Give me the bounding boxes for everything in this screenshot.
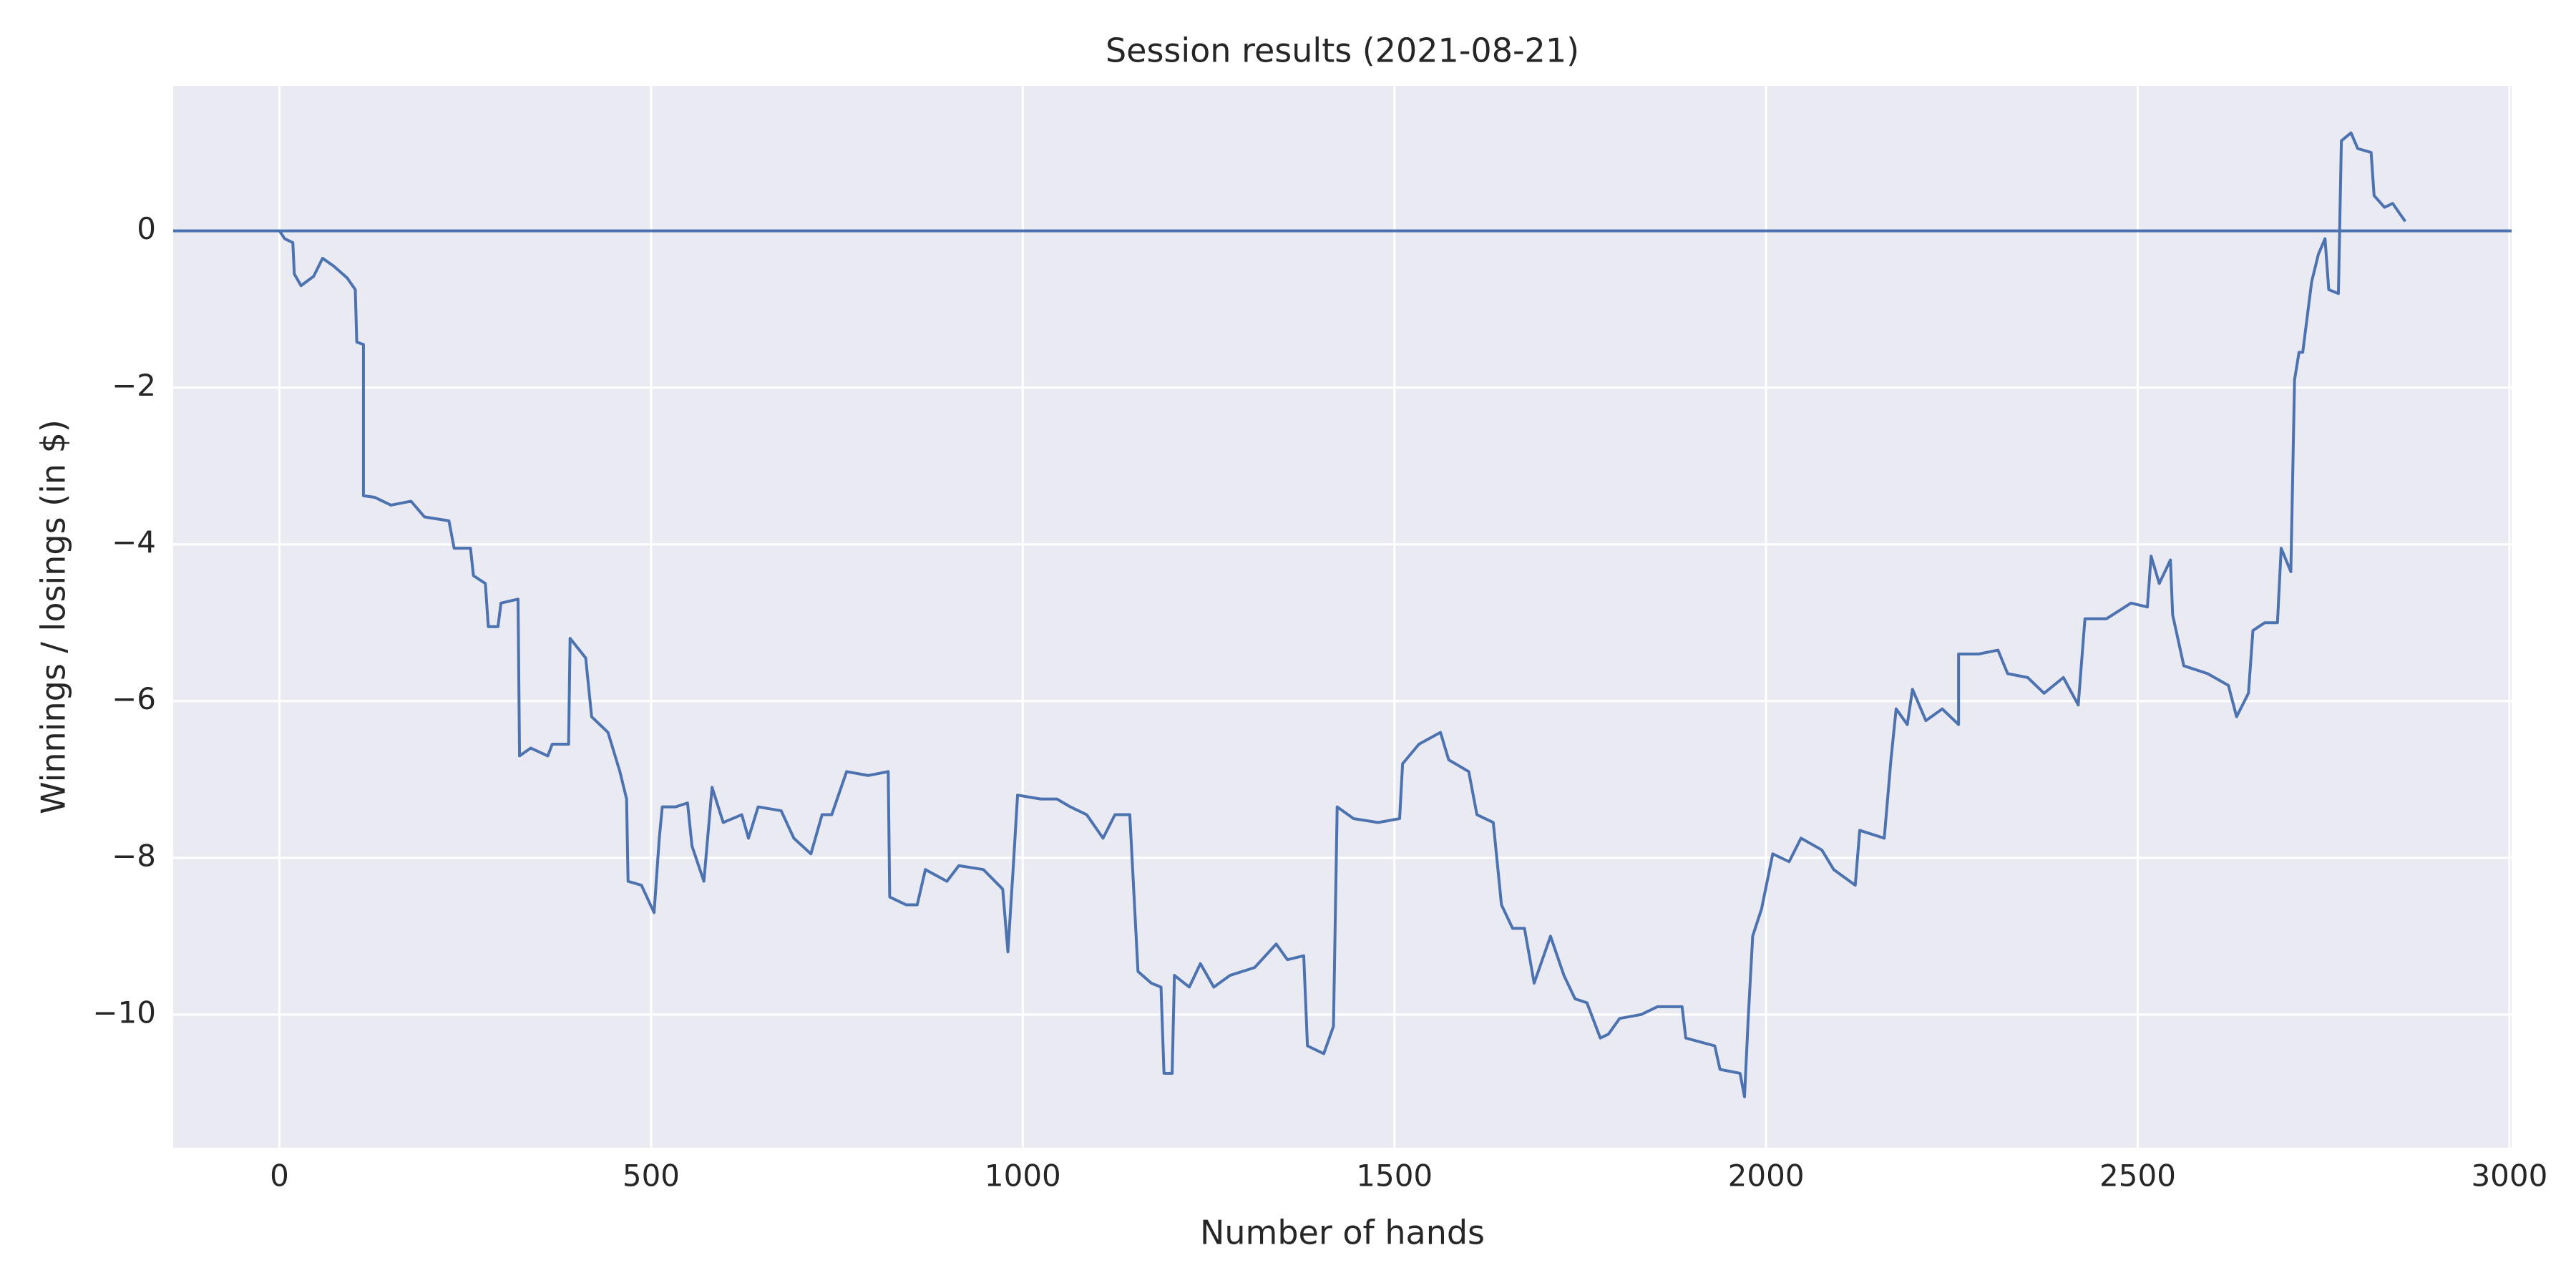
- x-tick-label: 3000: [2471, 1158, 2547, 1194]
- y-axis-label: Winnings / losings (in $): [34, 419, 73, 814]
- x-axis-label: Number of hands: [1200, 1214, 1485, 1252]
- chart-title: Session results (2021-08-21): [1106, 31, 1579, 70]
- y-tick-label: −8: [112, 838, 156, 873]
- y-tick-label: −6: [112, 681, 156, 716]
- x-tick-label: 500: [623, 1158, 680, 1194]
- y-tick-label: −4: [112, 525, 156, 560]
- y-tick-label: 0: [137, 211, 156, 246]
- y-tick-label: −10: [92, 995, 156, 1030]
- x-tick-label: 1000: [985, 1158, 1061, 1194]
- x-tick-label: 2000: [1728, 1158, 1805, 1194]
- plot-area: [173, 86, 2512, 1148]
- x-tick-label: 0: [270, 1158, 289, 1194]
- y-tick-label: −2: [112, 368, 156, 403]
- x-tick-label: 1500: [1356, 1158, 1433, 1194]
- x-tick-label: 2500: [2099, 1158, 2176, 1194]
